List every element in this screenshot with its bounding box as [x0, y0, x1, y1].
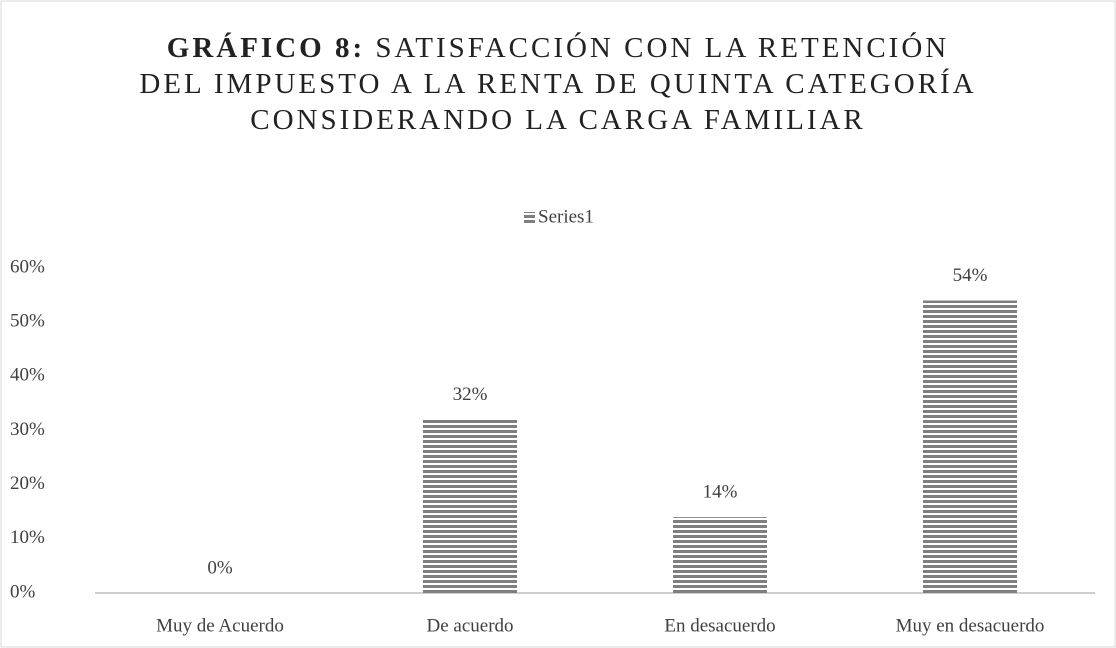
bar: [673, 517, 767, 593]
y-tick-label: 40%: [10, 365, 45, 386]
bar: [923, 300, 1017, 593]
data-label: 0%: [207, 557, 233, 578]
x-tick-label: Muy en desacuerdo: [896, 615, 1045, 636]
y-tick-label: 10%: [10, 527, 45, 548]
chart-title: GRÁFICO 8: SATISFACCIÓN CON LA RETENCIÓN…: [138, 30, 978, 138]
legend-swatch: [524, 212, 535, 223]
x-tick-label: En desacuerdo: [664, 615, 775, 636]
title-text: SATISFACCIÓN CON LA RETENCIÓN DEL IMPUES…: [139, 32, 977, 136]
y-tick-label: 20%: [10, 473, 45, 494]
y-tick-label: 30%: [10, 419, 45, 440]
y-tick-label: 0%: [10, 581, 36, 602]
title-label: GRÁFICO 8:: [166, 32, 366, 64]
y-tick-label: 60%: [10, 256, 45, 277]
x-tick-label: Muy de Acuerdo: [156, 615, 284, 636]
data-label: 14%: [703, 482, 738, 503]
data-label: 32%: [453, 384, 488, 405]
data-label: 54%: [953, 265, 988, 286]
legend-label: Series1: [538, 206, 594, 227]
bar: [423, 419, 517, 593]
y-tick-label: 50%: [10, 311, 45, 332]
x-tick-label: De acuerdo: [426, 615, 513, 636]
